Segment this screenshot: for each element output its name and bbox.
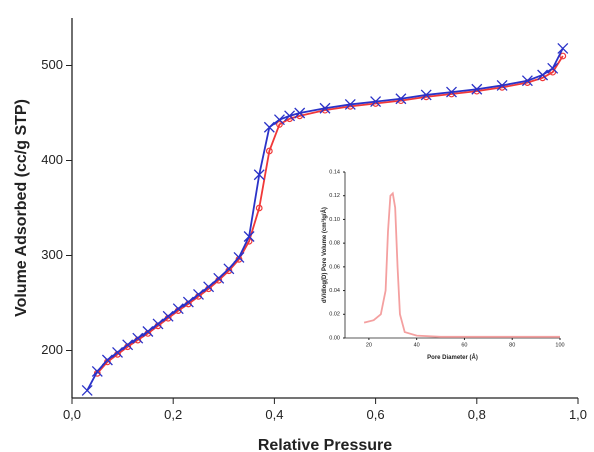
marker (370, 96, 382, 108)
marker (344, 98, 356, 110)
x-tick-label: 1,0 (569, 407, 587, 422)
marker (112, 346, 123, 358)
series-line (86, 47, 564, 391)
marker (265, 147, 273, 155)
marker (172, 303, 184, 315)
marker (162, 310, 174, 322)
x-tick-label: 0,4 (265, 407, 283, 422)
x-axis-label: Pore Diameter (Å) (427, 354, 478, 361)
marker (182, 296, 194, 308)
marker (276, 120, 283, 128)
marker (132, 332, 144, 344)
marker (253, 169, 265, 181)
marker (274, 114, 285, 126)
y-tick-label: 0.02 (329, 312, 340, 318)
marker (122, 339, 134, 351)
series-line (96, 55, 564, 374)
marker (233, 251, 245, 263)
x-tick-label: 0,2 (164, 407, 182, 422)
series-line (363, 191, 560, 338)
y-tick-label: 0.12 (329, 193, 340, 199)
marker (395, 93, 407, 105)
marker (193, 288, 204, 300)
x-tick-label: 0,6 (367, 407, 385, 422)
y-axis-label: Volume Adsorbed (cc/g STP) (13, 99, 30, 317)
marker (255, 204, 263, 212)
marker (152, 318, 164, 330)
x-tick-label: 0,0 (63, 407, 81, 422)
marker (101, 354, 113, 366)
x-axis-label: Relative Pressure (258, 437, 392, 452)
marker (243, 231, 255, 242)
y-tick-label: 500 (41, 57, 63, 72)
marker (557, 42, 569, 54)
x-tick-label: 40 (414, 342, 420, 348)
marker (142, 326, 154, 337)
marker (471, 83, 483, 95)
y-tick-label: 0.04 (329, 288, 340, 294)
marker (420, 89, 432, 101)
marker (446, 86, 457, 98)
y-axis-label: dV/dlog(D) Pore Volume (cm³/g/Å) (321, 207, 328, 303)
marker (284, 110, 296, 122)
y-tick-label: 0.00 (329, 335, 340, 341)
marker (537, 69, 549, 81)
y-tick-label: 300 (41, 247, 63, 262)
marker (294, 107, 306, 119)
marker (263, 121, 275, 133)
marker (319, 102, 331, 114)
marker (223, 263, 235, 275)
y-tick-label: 200 (41, 342, 63, 357)
marker (521, 75, 533, 87)
marker (203, 281, 215, 293)
y-tick-label: 0.14 (329, 169, 340, 175)
y-tick-label: 0.10 (329, 217, 340, 223)
x-tick-label: 0,8 (468, 407, 486, 422)
y-tick-label: 0.06 (329, 264, 340, 270)
x-tick-label: 20 (366, 342, 372, 348)
marker (547, 62, 559, 74)
marker (81, 384, 93, 396)
marker (91, 365, 103, 377)
x-tick-label: 80 (509, 342, 515, 348)
y-tick-label: 400 (41, 152, 63, 167)
y-tick-label: 0.08 (329, 241, 340, 247)
marker (213, 272, 225, 284)
marker (496, 79, 508, 91)
marker (559, 52, 567, 60)
x-tick-label: 60 (461, 342, 467, 348)
x-tick-label: 100 (555, 342, 564, 348)
